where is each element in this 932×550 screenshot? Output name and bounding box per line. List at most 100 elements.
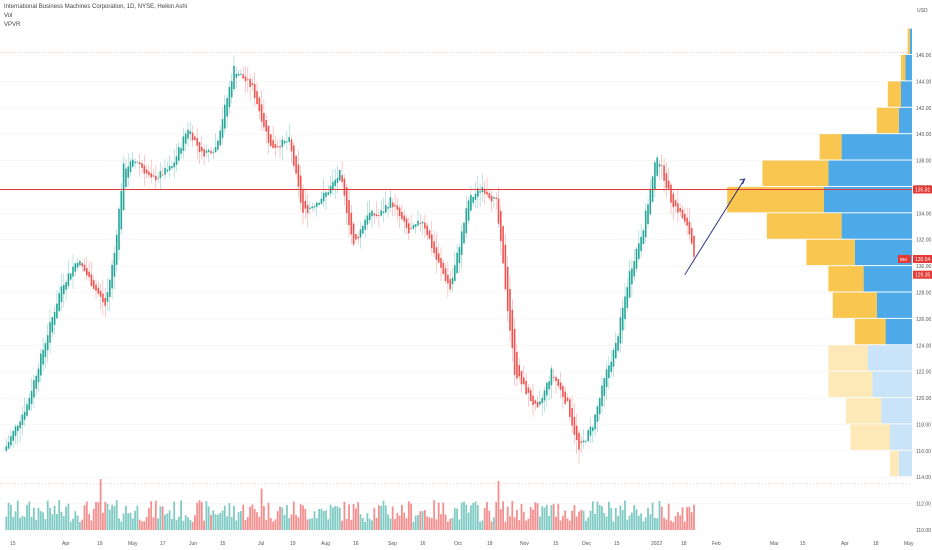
candle-body: [276, 146, 279, 147]
candle-body: [19, 421, 21, 429]
volume-bar: [249, 506, 251, 530]
volume-bar: [14, 511, 17, 530]
y-tick-label: 140.00: [916, 132, 932, 138]
candle-body: [444, 268, 447, 282]
candle-body: [302, 189, 304, 213]
candle-body: [661, 165, 663, 167]
candle-body: [617, 336, 619, 351]
volume-bar: [674, 516, 677, 530]
candle-body: [463, 222, 465, 244]
y-tick-label: 146.00: [916, 53, 932, 59]
volume-bar: [85, 501, 88, 530]
candle-body: [546, 383, 548, 396]
volume-bar: [654, 517, 656, 530]
volume-bar: [389, 518, 392, 530]
volume-bar: [177, 516, 180, 530]
volume-bar: [575, 516, 578, 530]
volume-bar: [33, 507, 35, 530]
volume-bar: [35, 520, 38, 530]
volume-bar: [368, 518, 371, 530]
candle-body: [212, 151, 215, 153]
candle-body: [56, 303, 58, 319]
candle-body: [500, 210, 502, 242]
candle-body: [596, 406, 599, 422]
x-tick-label: Feb: [712, 541, 721, 547]
volume-bar: [150, 501, 153, 530]
volume-bar: [315, 518, 318, 530]
vpvr-down-bar: [901, 55, 906, 81]
volume-bar: [442, 502, 445, 530]
candle-body: [51, 317, 54, 333]
volume-bar: [184, 515, 187, 530]
candle-body: [690, 227, 693, 244]
volume-bar: [637, 515, 640, 530]
candle-body: [566, 397, 569, 401]
volume-bar: [159, 506, 162, 530]
volume-bar: [37, 507, 40, 530]
y-tick-label: 138.00: [916, 159, 932, 165]
volume-bar: [283, 514, 286, 530]
candle-body: [493, 197, 495, 199]
candle-body: [201, 147, 203, 152]
candle-body: [320, 198, 323, 204]
volume-bar: [387, 514, 389, 530]
volume-bar: [541, 506, 544, 530]
volume-bar: [332, 507, 334, 530]
candle-body: [265, 120, 267, 132]
volume-bar: [138, 519, 141, 530]
x-tick-label: 15: [800, 541, 806, 547]
candle-body: [431, 234, 433, 249]
candle-body: [523, 377, 525, 385]
volume-bar: [5, 516, 8, 530]
candle-body: [366, 215, 369, 225]
candle-body: [118, 208, 120, 250]
volume-bar: [90, 520, 93, 530]
candle-body: [681, 209, 684, 219]
volume-bar: [260, 488, 263, 530]
volume-bar: [552, 503, 555, 530]
legend-vpvr: VPVR: [4, 22, 21, 28]
candle-body: [69, 273, 72, 280]
candle-body: [352, 223, 355, 245]
candle-body: [5, 446, 8, 451]
candle-body: [313, 206, 316, 208]
candle-body: [605, 369, 608, 387]
volume-bar: [594, 513, 596, 530]
volume-bar: [635, 509, 638, 530]
candle-body: [203, 149, 205, 157]
volume-bar: [396, 512, 399, 530]
volume-bar: [302, 505, 304, 530]
vpvr-up-bar: [841, 213, 912, 239]
vpvr-down-bar: [907, 28, 910, 54]
candle-body: [435, 247, 438, 260]
volume-bar: [562, 515, 564, 530]
vpvr-down-bar: [766, 213, 842, 239]
candle-body: [256, 91, 258, 105]
candle-body: [454, 265, 456, 281]
volume-bar: [240, 511, 242, 530]
candle-body: [532, 395, 534, 406]
candle-body: [472, 196, 474, 203]
candle-body: [263, 112, 265, 128]
vpvr-up-bar: [841, 134, 912, 160]
volume-bar: [111, 504, 113, 530]
candle-body: [502, 226, 504, 264]
volume-bar: [663, 517, 665, 530]
candle-body: [67, 273, 70, 286]
vpvr-down-bar: [828, 345, 868, 371]
candle-body: [244, 76, 247, 82]
volume-bar: [686, 507, 688, 530]
candle-body: [109, 279, 111, 297]
candle-body: [155, 175, 157, 181]
volume-bar: [559, 520, 562, 530]
candle-body: [180, 148, 182, 154]
volume-bar: [60, 511, 63, 530]
candle-body: [150, 173, 152, 178]
y-tick-label: 118.00: [916, 422, 931, 428]
candle-body: [132, 159, 134, 167]
volume-bar: [67, 503, 70, 530]
candle-body: [187, 129, 189, 139]
candle-body: [191, 132, 194, 141]
vpvr-up-bar: [890, 424, 912, 450]
